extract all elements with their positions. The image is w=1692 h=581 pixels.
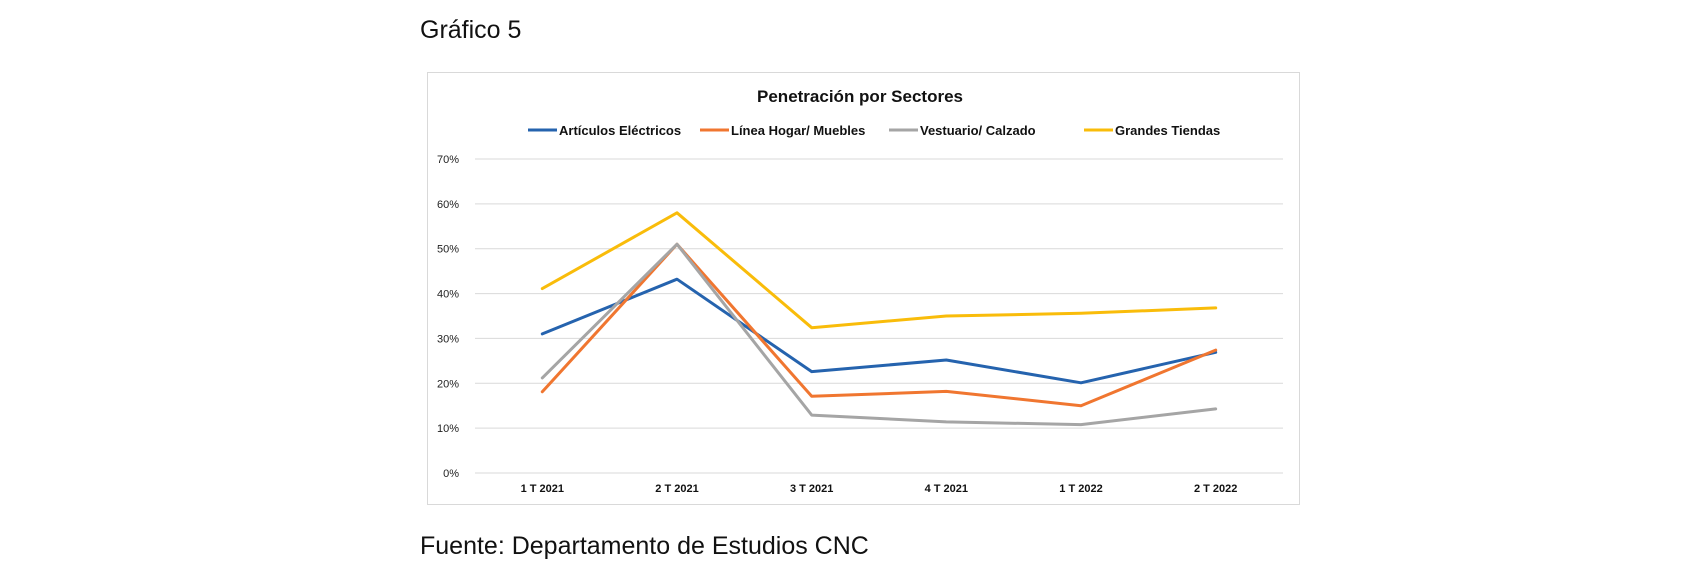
y-tick-label: 50% bbox=[437, 244, 459, 256]
legend-label-linea-hogar-muebles: Línea Hogar/ Muebles bbox=[731, 123, 865, 138]
x-axis-ticks: 1 T 2021 2 T 2021 3 T 2021 4 T 2021 1 T 2022… bbox=[521, 483, 1238, 495]
y-tick-label: 70% bbox=[437, 154, 459, 166]
y-tick-label: 40% bbox=[437, 289, 459, 301]
chart-gridlines bbox=[475, 158, 1283, 474]
x-tick-label: 2 T 2021 bbox=[655, 483, 698, 495]
y-tick-label: 60% bbox=[437, 199, 459, 211]
legend-label-vestuario-calzado: Vestuario/ Calzado bbox=[920, 123, 1036, 138]
chart-series-lines bbox=[540, 211, 1218, 427]
y-tick-label: 0% bbox=[443, 468, 459, 480]
legend-label-grandes-tiendas: Grandes Tiendas bbox=[1115, 123, 1220, 138]
x-tick-label: 2 T 2022 bbox=[1194, 483, 1237, 495]
series-line-vestuario-calzado bbox=[540, 242, 1218, 427]
source-note: Fuente: Departamento de Estudios CNC bbox=[420, 532, 869, 560]
x-tick-label: 1 T 2022 bbox=[1059, 483, 1102, 495]
chart-legend: Artículos Eléctricos Línea Hogar/ Muebles… bbox=[528, 123, 1220, 138]
series-line-linea-hogar-muebles bbox=[540, 242, 1218, 408]
y-tick-label: 30% bbox=[437, 333, 459, 345]
y-tick-label: 20% bbox=[437, 378, 459, 390]
chart-title: Penetración por Sectores bbox=[757, 87, 963, 106]
series-line-grandes-tiendas bbox=[540, 211, 1218, 330]
y-tick-label: 10% bbox=[437, 423, 459, 435]
legend-label-articulos-electricos: Artículos Eléctricos bbox=[559, 123, 681, 138]
x-tick-label: 4 T 2021 bbox=[925, 483, 968, 495]
page-title: Gráfico 5 bbox=[420, 16, 522, 44]
line-chart: Penetración por Sectores Artículos Eléct… bbox=[437, 87, 1283, 495]
y-axis-ticks: 0% 10% 20% 30% 40% 50% 60% 70% bbox=[437, 154, 459, 480]
x-tick-label: 3 T 2021 bbox=[790, 483, 833, 495]
chart-frame: Penetración por Sectores Artículos Eléct… bbox=[427, 72, 1300, 505]
series-line-articulos-electricos bbox=[540, 277, 1218, 385]
x-tick-label: 1 T 2021 bbox=[521, 483, 564, 495]
